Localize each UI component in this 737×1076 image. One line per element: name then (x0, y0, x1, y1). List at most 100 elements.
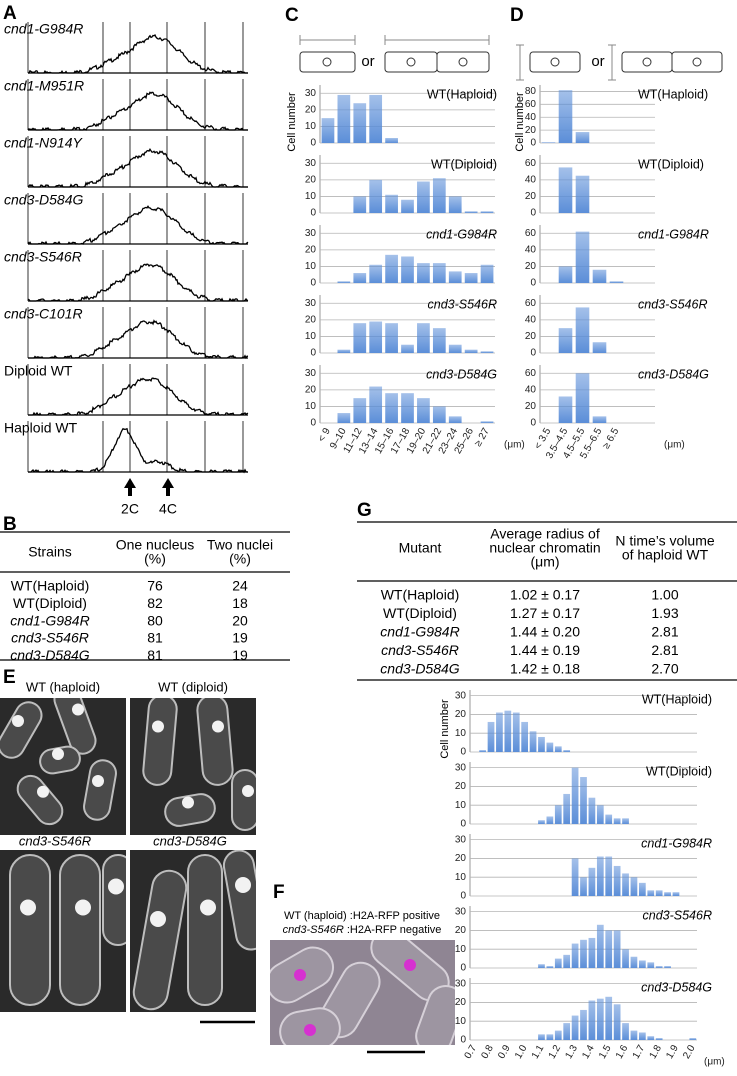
y-tick-label: 60 (525, 99, 537, 110)
bar (487, 721, 495, 752)
arrow (162, 478, 174, 496)
bar (558, 396, 573, 423)
trace-label: cnd3-D584G (4, 192, 83, 208)
bar (538, 736, 545, 752)
trace-row: Haploid WT (4, 420, 248, 474)
y-tick-label: 10 (455, 872, 467, 883)
bar (480, 351, 494, 353)
nucleus (152, 720, 164, 733)
bar (592, 342, 607, 353)
bar (571, 858, 579, 896)
bar (538, 964, 545, 968)
y-tick-label: 0 (310, 278, 316, 289)
bar (596, 856, 604, 896)
table-cell: 1.42 ± 0.18 (510, 661, 580, 677)
table-header: (%) (144, 551, 166, 567)
table-cell: cnd1-G984R (380, 624, 459, 640)
y-tick-label: 30 (455, 690, 467, 701)
table-cell: cnd3-D584G (10, 647, 89, 663)
cell (196, 698, 234, 786)
y-tick-label: 30 (305, 298, 317, 309)
x-tick-label: ≥ 27 (473, 426, 492, 449)
bar (622, 873, 629, 896)
image-label: cnd3-D584G (153, 833, 227, 848)
table-header: (μm) (530, 554, 559, 570)
table-cell: 76 (147, 578, 163, 594)
nucleus (92, 775, 104, 787)
table-cell: 2.81 (651, 624, 678, 640)
nucleus (182, 796, 194, 809)
bar (638, 882, 646, 896)
bar (605, 930, 613, 968)
cell (16, 774, 64, 826)
bar (554, 805, 562, 824)
bar (580, 777, 587, 824)
bar (622, 1023, 629, 1040)
bar (546, 816, 554, 824)
bar (571, 943, 579, 968)
y-tick-label: 10 (305, 121, 317, 132)
bar (480, 211, 494, 213)
schematic-d (516, 44, 723, 81)
table-cell: 81 (147, 630, 163, 646)
x-tick-label: 1.5 (597, 1043, 614, 1061)
panel-title: cnd3-S546R (643, 908, 713, 922)
table-cell: WT(Haploid) (11, 578, 90, 594)
bar (575, 175, 590, 213)
bar (464, 349, 478, 353)
panel-letter: A (3, 3, 17, 24)
bar (496, 712, 503, 752)
x-tick-label: ≥ 6.5 (601, 426, 622, 451)
y-tick-label: 30 (455, 906, 467, 917)
cell (83, 759, 117, 821)
table-cell: 80 (147, 612, 163, 628)
cell (164, 793, 216, 827)
bar (563, 750, 571, 752)
y-tick-label: 10 (305, 401, 317, 412)
y-tick-label: 0 (310, 208, 316, 219)
y-tick-label: 0 (310, 348, 316, 359)
x-tick-label: 1.6 (614, 1043, 631, 1061)
table-cell: 1.00 (651, 587, 678, 603)
bar (369, 264, 383, 283)
y-tick-label: 30 (455, 978, 467, 989)
bar (655, 1038, 663, 1040)
y-tick-label: 10 (455, 944, 467, 955)
cell (231, 769, 256, 831)
bar (613, 930, 621, 968)
table-cell: 19 (232, 647, 248, 663)
panel-letter: E (3, 667, 16, 688)
nucleus (150, 911, 166, 927)
y-tick-label: 40 (525, 384, 537, 395)
y-tick-label: 20 (305, 384, 317, 395)
panel-title: cnd3-D584G (426, 367, 497, 381)
y-axis-label: Cell number (514, 92, 526, 152)
table-cell: cnd3-S546R (381, 642, 459, 658)
trace-label: cnd3-C101R (4, 306, 83, 322)
bar (588, 867, 596, 896)
bar (575, 307, 590, 353)
bar (385, 138, 398, 143)
bar (504, 710, 512, 752)
bar (385, 194, 398, 213)
bar (596, 924, 604, 968)
y-tick-label: 20 (525, 401, 537, 412)
table-cell: 1.02 ± 0.17 (510, 587, 580, 603)
bar (417, 398, 430, 423)
table-cell: 18 (232, 595, 248, 611)
bar (353, 398, 367, 423)
y-tick-label: 30 (305, 88, 317, 99)
bar (647, 1036, 655, 1040)
bar (588, 1000, 596, 1040)
panel-title: WT(Haploid) (642, 692, 712, 706)
bar (630, 877, 638, 896)
trace (27, 263, 249, 302)
y-tick-label: 20 (305, 314, 317, 325)
panel-letter: D (510, 5, 524, 26)
x-tick-label: 1.8 (648, 1043, 665, 1061)
cell (187, 854, 223, 1006)
y-tick-label: 20 (455, 781, 467, 792)
panel-title: cnd3-D584G (638, 367, 709, 381)
x-tick-label: 2.0 (681, 1043, 698, 1061)
nucleus (52, 748, 64, 760)
